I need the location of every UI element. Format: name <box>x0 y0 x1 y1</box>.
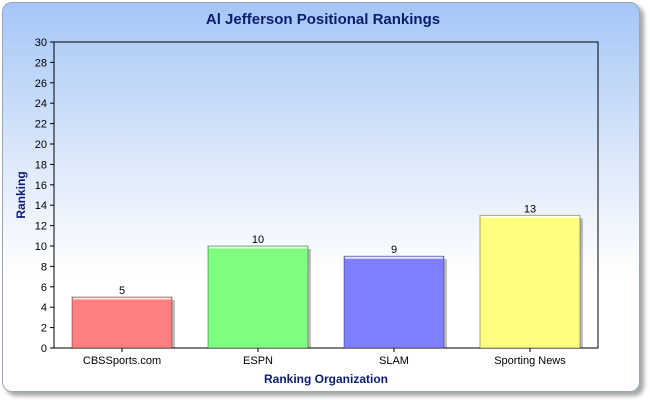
y-tick-label: 8 <box>41 261 47 273</box>
y-tick-label: 24 <box>35 98 47 110</box>
y-tick-label: 16 <box>35 180 47 192</box>
x-axis-title: Ranking Organization <box>264 372 388 386</box>
bars-group: 5 10 9 13 <box>71 203 583 349</box>
y-axis-title: Ranking <box>14 171 28 218</box>
y-tick-label: 4 <box>41 302 47 314</box>
bar-sporting-news <box>479 214 581 349</box>
y-tick-label: 28 <box>35 57 47 69</box>
y-tick-label: 22 <box>35 119 47 131</box>
data-label: 13 <box>524 203 536 215</box>
data-label: 9 <box>391 244 397 256</box>
y-tick-label: 18 <box>35 159 47 171</box>
x-tick-label: ESPN <box>243 355 273 367</box>
bar-cbssports-com <box>71 296 173 349</box>
y-tick-label: 20 <box>35 139 47 151</box>
y-tick-label: 26 <box>35 78 47 90</box>
y-tick-label: 2 <box>41 323 47 335</box>
x-tick-label: CBSSports.com <box>83 355 161 367</box>
plot-area <box>53 41 599 349</box>
bar-slam <box>343 255 445 349</box>
y-tick-label: 12 <box>35 221 47 233</box>
y-tick-label: 0 <box>41 343 47 355</box>
data-label: 5 <box>119 285 125 297</box>
x-axis: CBSSports.com ESPN SLAM Sporting News <box>83 348 566 367</box>
y-tick-label: 30 <box>35 37 47 49</box>
x-tick-label: Sporting News <box>494 355 566 367</box>
y-tick-label: 6 <box>41 282 47 294</box>
y-tick-label: 10 <box>35 241 47 253</box>
data-label: 10 <box>252 234 264 246</box>
x-tick-label: SLAM <box>379 355 409 367</box>
chart-title: Al Jefferson Positional Rankings <box>205 11 441 28</box>
bar-espn <box>207 245 309 349</box>
y-tick-label: 14 <box>35 200 47 212</box>
